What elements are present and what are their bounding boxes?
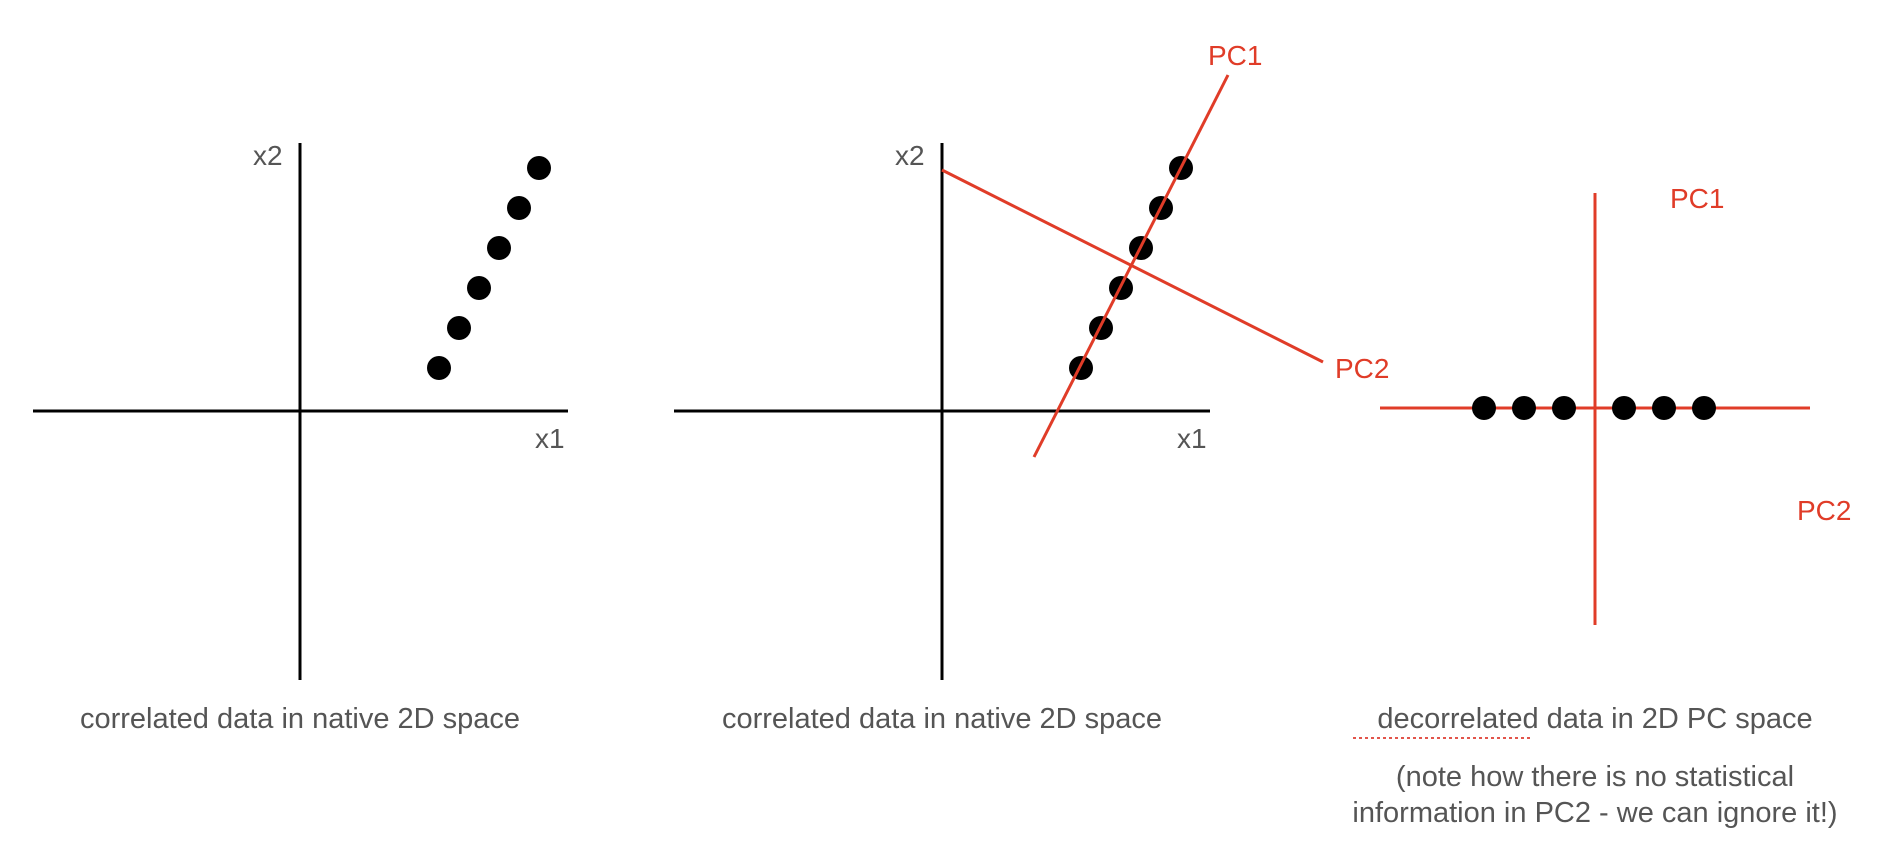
data-point xyxy=(467,276,491,300)
pc2-label: PC2 xyxy=(1335,353,1389,384)
x2-axis-label: x2 xyxy=(253,140,283,171)
data-point xyxy=(447,316,471,340)
data-point xyxy=(1472,396,1496,420)
data-point xyxy=(527,156,551,180)
x1-axis-label: x1 xyxy=(535,423,565,454)
panel-native-space: x2 x1 correlated data in native 2D space xyxy=(33,140,568,735)
caption-rest: data in 2D PC space xyxy=(1539,703,1813,735)
data-point xyxy=(427,356,451,380)
data-points xyxy=(427,156,551,380)
data-point xyxy=(1069,356,1093,380)
caption-highlight-word: decorrelated xyxy=(1377,703,1538,735)
caption: correlated data in native 2D space xyxy=(722,703,1162,735)
pc2-line xyxy=(941,168,1324,364)
x1-axis-label: x1 xyxy=(1177,423,1207,454)
data-point xyxy=(1512,396,1536,420)
pc1-label: PC1 xyxy=(1208,40,1262,71)
data-point xyxy=(1692,396,1716,420)
caption: correlated data in native 2D space xyxy=(80,703,520,735)
x2-axis-label: x2 xyxy=(895,140,925,171)
pc1-label: PC1 xyxy=(1670,183,1724,214)
data-point xyxy=(1552,396,1576,420)
data-point xyxy=(487,236,511,260)
caption: decorrelated data in 2D PC space xyxy=(1377,703,1812,735)
data-point xyxy=(507,196,531,220)
data-point xyxy=(1612,396,1636,420)
note-line-1: (note how there is no statistical xyxy=(1396,761,1794,793)
data-points xyxy=(1472,396,1716,420)
pc2-label: PC2 xyxy=(1797,495,1851,526)
panel-native-space-with-pcs: x2 x1 PC1 PC2 correlated data in native … xyxy=(674,40,1389,735)
data-point xyxy=(1652,396,1676,420)
panel-pc-space: PC1 PC2 decorrelated data in 2D PC space… xyxy=(1352,183,1851,829)
note-line-2: information in PC2 - we can ignore it!) xyxy=(1352,797,1837,829)
